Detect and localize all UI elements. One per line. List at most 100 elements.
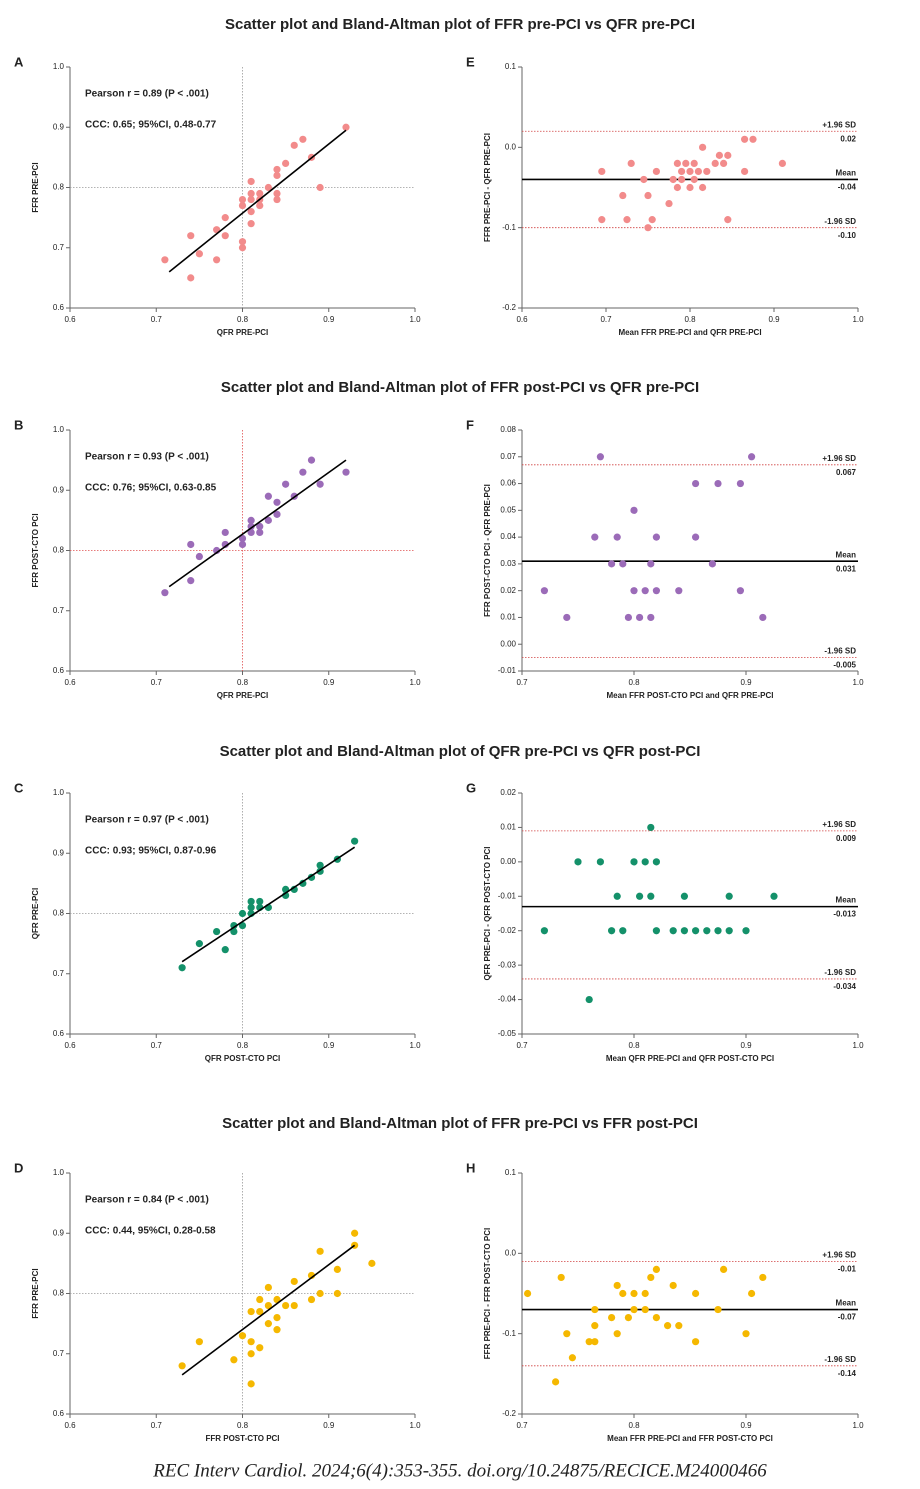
x-tick-label: 0.7 xyxy=(151,315,163,324)
y-axis-label: FFR PRE-PCI xyxy=(31,1268,40,1318)
point xyxy=(608,1314,616,1322)
panel-label: B xyxy=(14,417,23,432)
point xyxy=(247,528,255,537)
point xyxy=(636,613,644,622)
x-tick-label: 0.9 xyxy=(768,315,780,324)
line-name: Mean xyxy=(836,550,857,559)
annotation: Pearson r = 0.93 (P < .001) xyxy=(85,452,209,463)
point xyxy=(613,1330,621,1338)
point xyxy=(630,1305,638,1314)
x-tick-label: 0.9 xyxy=(740,1041,752,1050)
point xyxy=(316,861,324,869)
point xyxy=(540,587,549,595)
x-tick-label: 0.6 xyxy=(64,315,76,324)
line-name: +1.96 SD xyxy=(822,454,856,463)
point xyxy=(195,552,203,561)
x-tick-label: 0.8 xyxy=(237,315,249,324)
point xyxy=(591,1338,599,1346)
point xyxy=(247,220,255,228)
x-tick-label: 0.9 xyxy=(323,1041,335,1050)
point xyxy=(613,892,621,900)
point xyxy=(736,479,745,488)
point xyxy=(673,159,682,167)
point xyxy=(619,1289,627,1298)
line-value-label: -0.04 xyxy=(838,183,857,192)
x-tick-label: 0.8 xyxy=(628,1041,640,1050)
line-name: Mean xyxy=(836,169,857,178)
fit-line xyxy=(168,459,347,588)
y-tick-label: 0.08 xyxy=(500,425,516,434)
y-tick-label: -0.01 xyxy=(498,666,517,675)
point xyxy=(238,195,247,204)
point xyxy=(540,927,549,935)
y-tick-label: 0.6 xyxy=(53,1409,65,1418)
point xyxy=(748,1289,756,1298)
point xyxy=(187,232,195,240)
point xyxy=(247,1350,255,1358)
point xyxy=(675,587,683,595)
point xyxy=(703,927,711,935)
point xyxy=(273,1326,281,1334)
point xyxy=(692,533,700,541)
x-tick-label: 1.0 xyxy=(852,315,864,324)
point xyxy=(644,224,652,232)
line-name: Mean xyxy=(836,896,857,905)
x-tick-label: 1.0 xyxy=(409,678,421,687)
point xyxy=(290,141,298,149)
x-tick-label: 0.7 xyxy=(151,1421,163,1430)
x-tick-label: 0.6 xyxy=(64,1421,76,1430)
y-tick-label: -0.01 xyxy=(498,891,517,900)
line-name: -1.96 SD xyxy=(824,968,856,977)
line-value-label: 0.031 xyxy=(836,564,857,573)
point xyxy=(230,1356,238,1364)
y-tick-label: 0.7 xyxy=(53,1349,65,1358)
y-tick-label: 0.0 xyxy=(505,1248,517,1257)
y-axis-label: QFR PRE-PCI xyxy=(31,888,40,940)
y-tick-label: -0.05 xyxy=(498,1029,517,1038)
x-tick-label: 0.8 xyxy=(237,1421,249,1430)
y-tick-label: -0.2 xyxy=(502,303,516,312)
point xyxy=(630,1289,638,1298)
point xyxy=(256,1344,264,1352)
point xyxy=(669,927,677,935)
point xyxy=(715,151,724,159)
point xyxy=(247,1338,255,1346)
y-tick-label: 0.9 xyxy=(53,485,65,494)
point xyxy=(195,940,203,948)
x-tick-label: 0.6 xyxy=(64,1041,76,1050)
point xyxy=(665,199,673,208)
y-tick-label: 0.06 xyxy=(500,479,516,488)
point xyxy=(178,1362,186,1370)
point xyxy=(238,540,247,549)
point xyxy=(178,964,186,972)
point xyxy=(630,506,638,514)
panel-label: A xyxy=(14,54,24,69)
y-tick-label: 0.8 xyxy=(53,909,65,918)
x-tick-label: 0.9 xyxy=(323,1421,335,1430)
point xyxy=(563,613,571,622)
annotation: Pearson r = 0.97 (P < .001) xyxy=(85,815,209,826)
point xyxy=(290,1277,298,1286)
panel-label: F xyxy=(466,417,474,432)
point xyxy=(652,167,661,176)
point xyxy=(247,897,255,906)
x-tick-label: 1.0 xyxy=(852,1041,864,1050)
point xyxy=(690,175,698,184)
point xyxy=(591,1322,599,1330)
x-tick-label: 0.6 xyxy=(64,678,76,687)
x-tick-label: 0.9 xyxy=(740,1421,752,1430)
point xyxy=(585,995,593,1004)
fit-line xyxy=(181,1244,356,1376)
point xyxy=(652,858,661,866)
x-tick-label: 0.8 xyxy=(237,678,249,687)
point xyxy=(699,143,707,151)
line-value-label: -0.14 xyxy=(838,1369,857,1378)
panel-label: E xyxy=(466,54,475,69)
y-axis-label: FFR POST-CTO PCI xyxy=(31,513,40,587)
point xyxy=(641,858,649,866)
point xyxy=(630,858,638,866)
point xyxy=(669,1281,677,1290)
point xyxy=(238,534,247,543)
line-value-label: 0.009 xyxy=(836,834,857,843)
point xyxy=(636,892,644,900)
